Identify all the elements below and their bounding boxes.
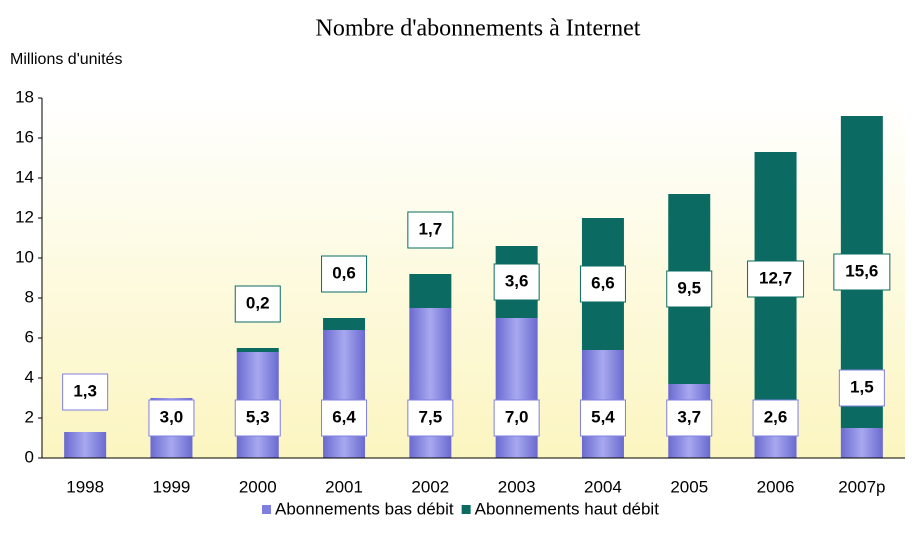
value-label-box <box>833 253 891 291</box>
x-tick-label: 2005 <box>670 477 708 496</box>
value-label-box <box>321 255 368 293</box>
value-label-box <box>321 399 368 437</box>
bar-segment <box>64 432 107 458</box>
value-label: 1,3 <box>73 381 97 400</box>
value-label-box <box>838 369 885 407</box>
value-label: 7,5 <box>419 407 443 426</box>
value-label: 12,7 <box>759 268 792 287</box>
value-label: 1,7 <box>419 219 443 238</box>
x-tick-label: 2007p <box>838 477 885 496</box>
y-tick-label: 0 <box>25 447 34 466</box>
value-label-box <box>234 285 281 323</box>
value-label-box <box>407 399 454 437</box>
bar-segment <box>495 318 538 458</box>
value-label-box <box>666 270 713 308</box>
y-tick-label: 8 <box>25 287 34 306</box>
value-label: 15,6 <box>845 261 878 280</box>
value-label-box <box>407 211 454 249</box>
value-label-box <box>493 263 540 301</box>
value-label: 7,0 <box>505 407 529 426</box>
bar-segment <box>323 330 366 458</box>
x-tick-label: 2004 <box>584 477 622 496</box>
value-label-box <box>747 260 805 298</box>
value-label: 6,6 <box>591 273 615 292</box>
y-tick-label: 12 <box>15 207 34 226</box>
y-tick-label: 14 <box>15 167 34 186</box>
legend-label: Abonnements haut débit <box>475 499 660 518</box>
value-label-box <box>493 399 540 437</box>
legend-swatch <box>262 505 271 514</box>
value-label: 5,4 <box>591 407 615 426</box>
value-label: 1,5 <box>850 377 874 396</box>
value-label-box <box>234 399 281 437</box>
y-tick-label: 4 <box>25 367 34 386</box>
y-tick-label: 16 <box>15 127 34 146</box>
value-label: 6,4 <box>332 407 356 426</box>
bar-segment <box>236 348 279 352</box>
y-tick-label: 2 <box>25 407 34 426</box>
x-tick-label: 2001 <box>325 477 363 496</box>
value-label-box <box>666 399 713 437</box>
x-tick-label: 1998 <box>66 477 104 496</box>
value-label: 3,7 <box>677 407 701 426</box>
bar-segment <box>323 318 366 330</box>
bar-segment <box>840 428 883 458</box>
legend-swatch <box>461 505 471 514</box>
value-label-box <box>579 265 626 303</box>
value-label-box <box>148 399 195 437</box>
value-label-box <box>752 399 799 437</box>
x-tick-label: 1999 <box>153 477 191 496</box>
x-tick-label: 2006 <box>757 477 795 496</box>
x-tick-label: 2003 <box>498 477 536 496</box>
value-label-box <box>579 399 626 437</box>
y-tick-label: 10 <box>15 247 34 266</box>
x-tick-label: 2002 <box>411 477 449 496</box>
value-label: 2,6 <box>764 407 788 426</box>
y-axis-label: Millions d'unités <box>10 51 122 68</box>
value-label: 3,0 <box>160 407 184 426</box>
x-tick-label: 2000 <box>239 477 277 496</box>
y-tick-label: 18 <box>15 87 34 106</box>
value-label: 0,6 <box>332 263 356 282</box>
value-label: 0,2 <box>246 293 270 312</box>
legend-label: Abonnements bas débit <box>275 499 454 518</box>
value-label: 5,3 <box>246 407 270 426</box>
bar-segment <box>409 274 452 308</box>
y-tick-label: 6 <box>25 327 34 346</box>
value-label: 3,6 <box>505 271 529 290</box>
chart-title: Nombre d'abonnements à Internet <box>316 16 641 42</box>
value-label-box <box>62 373 109 411</box>
value-label: 9,5 <box>677 278 701 297</box>
